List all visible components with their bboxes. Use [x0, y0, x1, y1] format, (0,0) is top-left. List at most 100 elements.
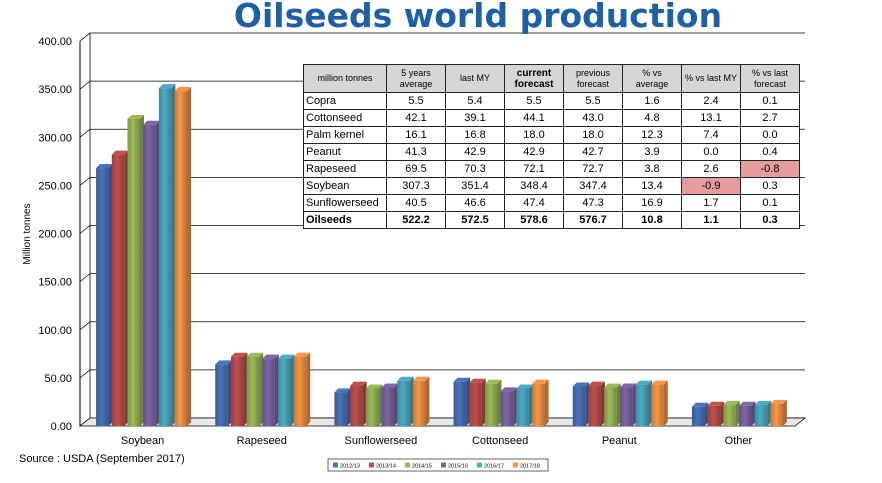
- bar-side: [124, 150, 129, 426]
- table-row-label: Peanut: [303, 143, 387, 161]
- legend-label: 2014/15: [412, 464, 432, 470]
- y-tick-label: 100.00: [38, 325, 72, 337]
- bar-side: [616, 383, 621, 426]
- bar-sunflowerseed-2014-15: [365, 388, 379, 426]
- table-cell: 5.5: [386, 92, 446, 110]
- table-cell: 46.6: [445, 194, 505, 212]
- bar-side: [767, 400, 772, 426]
- bar-top: [588, 381, 605, 386]
- table-row: Oilseeds 522.2 572.5 578.6 576.7 10.8 1.1 0.3: [303, 211, 800, 229]
- table-cell: 72.1: [504, 160, 564, 178]
- bar-top: [397, 376, 414, 381]
- bar-top: [412, 376, 430, 381]
- bar-side: [497, 379, 502, 426]
- table-row-label: Soybean: [303, 177, 387, 195]
- table-header-cell: % vs last forecast: [740, 64, 800, 93]
- table-header-row: million tonnes 5 years average last MY curr…: [303, 64, 800, 93]
- source-note: Source : USDA (September 2017): [19, 453, 185, 465]
- table-cell: 18.0: [504, 126, 564, 144]
- table-cell: 43.0: [563, 109, 623, 127]
- y-tick-label: 400.00: [38, 36, 72, 48]
- bar-top: [246, 352, 264, 357]
- bar-side: [528, 384, 533, 426]
- bar-side: [600, 381, 605, 426]
- x-tick-label: Sunflowerseed: [345, 435, 418, 447]
- bar-top: [230, 352, 248, 357]
- bar-top: [262, 354, 279, 359]
- bar-side: [751, 401, 756, 426]
- table-cell: 3.8: [622, 160, 682, 178]
- table-header-cell: current forecast: [504, 64, 564, 93]
- gridline-diag: [79, 321, 91, 331]
- bar-side: [632, 383, 637, 426]
- y-tick-label: 150.00: [38, 277, 72, 289]
- legend-swatch: [333, 462, 338, 468]
- table-row-label: Rapeseed: [303, 160, 387, 178]
- table-cell: 2.4: [681, 92, 741, 110]
- table-cell: 18.0: [563, 126, 623, 144]
- table-cell: 5.4: [445, 92, 505, 110]
- table-row: Cottonseed 42.1 39.1 44.1 43.0 4.8 13.1 2.7: [303, 109, 800, 127]
- table-cell: 41.3: [386, 143, 446, 161]
- bar-other-2013-14: [707, 405, 721, 426]
- table-cell: 0.1: [740, 92, 800, 110]
- bar-other-2015-16: [739, 405, 752, 426]
- bar-soybean-2016-17: [158, 88, 172, 426]
- bar-side: [243, 352, 248, 426]
- table-cell: 42.9: [504, 143, 564, 161]
- x-tick-label: Soybean: [121, 435, 164, 447]
- table-row-label: Sunflowerseed: [303, 194, 387, 212]
- table-cell: 0.0: [740, 126, 800, 144]
- x-tick-label: Peanut: [602, 435, 637, 447]
- bar-side: [663, 380, 668, 426]
- bar-cottonseed-2015-16: [500, 391, 514, 426]
- bar-sunflowerseed-2017-18: [412, 380, 426, 426]
- table-cell: 44.1: [504, 109, 564, 127]
- table-row-label: Oilseeds: [303, 211, 387, 229]
- gridline-diag: [79, 225, 91, 234]
- bar-rapeseed-2016-17: [278, 358, 291, 426]
- bar-side: [259, 352, 264, 426]
- bar-rapeseed-2014-15: [246, 356, 260, 426]
- table-cell: 42.9: [445, 143, 505, 161]
- table-header-cell: % vs average: [622, 64, 682, 93]
- table-cell: 70.3: [445, 160, 505, 178]
- bar-top: [516, 384, 533, 389]
- table-cell: 348.4: [504, 177, 564, 195]
- legend-label: 2015/16: [448, 464, 468, 470]
- bar-top: [215, 360, 232, 365]
- table-cell: 10.8: [622, 211, 682, 229]
- bar-top: [365, 384, 383, 389]
- gridline-diag: [79, 177, 91, 186]
- bar-peanut-2017-18: [651, 384, 664, 426]
- bar-top: [334, 388, 351, 393]
- legend-swatch: [441, 462, 446, 468]
- table-cell: 42.1: [386, 109, 446, 127]
- bar-top: [604, 383, 621, 388]
- table-cell: 0.3: [740, 211, 800, 229]
- bar-side: [585, 382, 590, 426]
- bar-rapeseed-2017-18: [293, 356, 307, 426]
- table-cell: 2.6: [681, 160, 741, 178]
- table-cell: 2.7: [740, 109, 800, 127]
- bar-side: [782, 399, 787, 426]
- bar-top: [484, 379, 502, 384]
- table-cell: 1.6: [622, 92, 682, 110]
- table-cell: 1.1: [681, 211, 741, 229]
- bar-soybean-2012-13: [96, 168, 109, 427]
- bar-sunflowerseed-2013-14: [350, 385, 363, 426]
- bar-top: [278, 354, 295, 359]
- legend-box: [327, 458, 549, 472]
- bar-top: [754, 400, 772, 405]
- bar-side: [409, 376, 414, 426]
- bar-other-2017-18: [770, 403, 783, 426]
- gridline-diag: [79, 32, 91, 42]
- bar-other-2012-13: [691, 406, 705, 426]
- bar-side: [187, 87, 192, 427]
- bar-top: [619, 383, 637, 388]
- bar-side: [171, 84, 176, 426]
- bar-top: [381, 383, 399, 388]
- table-cell: 307.3: [386, 177, 446, 195]
- bar-side: [513, 387, 518, 426]
- bar-side: [544, 379, 549, 426]
